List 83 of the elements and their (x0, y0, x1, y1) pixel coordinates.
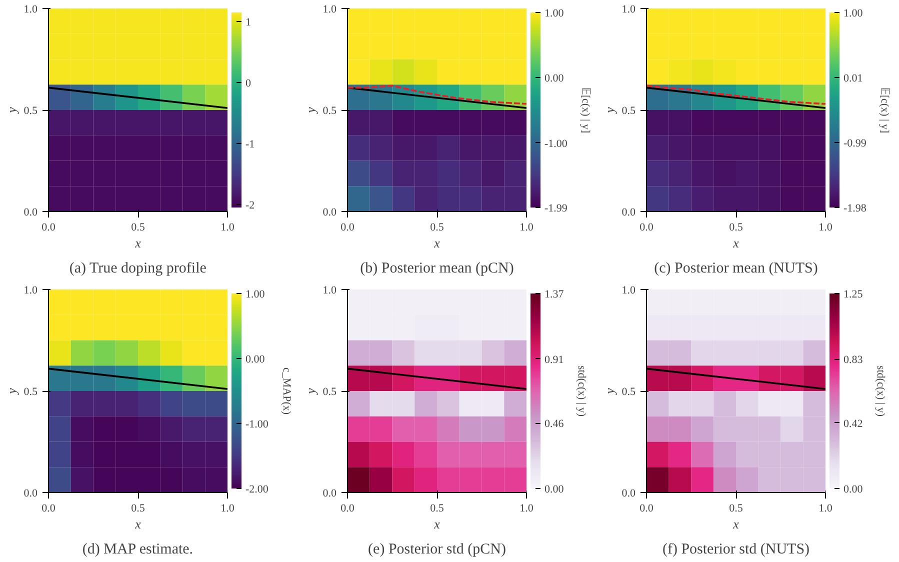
color-bar-label: -2 (246, 199, 255, 212)
y-axis-title: y (302, 106, 318, 115)
x-tick-label: 0.0 (42, 222, 56, 234)
x-tick-label: 0.5 (729, 502, 744, 514)
x-tick-label: 1.0 (818, 222, 833, 234)
y-tick-label: 1.0 (322, 4, 337, 16)
x-axis-title: x (732, 236, 740, 250)
x-axis-title: x (433, 516, 440, 532)
text: (c) Posterior mean (NUTS) (654, 260, 818, 276)
y-tick-label: 1.0 (24, 284, 38, 296)
color-bar-label: -1 (246, 138, 255, 151)
color-bar-label: -1.00 (544, 138, 568, 150)
text: (d) MAP estimate. (82, 542, 194, 558)
color-bar-label: 1.00 (246, 288, 266, 300)
x-tick-label: 0.0 (340, 222, 355, 234)
x-axis-title: x (134, 516, 142, 532)
y-tick-label: 1.0 (622, 4, 636, 16)
color-bar-label: 1.25 (844, 288, 864, 300)
color-bar-label: 0.00 (544, 72, 564, 85)
x-tick-label: 0.0 (340, 502, 355, 514)
x-tick-label: 0.5 (729, 222, 744, 234)
color-bar-label: 0 (246, 78, 252, 90)
color-bar-label: 0.83 (844, 354, 864, 366)
x-axis-title: x (732, 516, 740, 532)
color-bar-label: 0.00 (844, 484, 864, 496)
x-tick-label: 1.0 (520, 222, 534, 234)
x-tick-label: 0.0 (640, 502, 654, 514)
color-bar-title: c_MAP(x) (280, 367, 292, 415)
color-bar-label: 0.46 (544, 418, 564, 430)
color-bar-label: 0.01 (844, 72, 863, 84)
y-axis-title: y (602, 106, 617, 115)
y-tick-label: 0.5 (322, 105, 337, 117)
y-axis-title: y (302, 388, 318, 396)
color-bar-label: -1.98 (844, 202, 867, 214)
y-tick-label: 0.0 (24, 488, 38, 500)
x-axis-title: x (433, 236, 440, 250)
x-tick-label: 1.0 (520, 502, 534, 514)
y-tick-label: 0.5 (24, 386, 38, 398)
x-tick-label: 1.0 (220, 222, 235, 234)
color-bar-title: 𝔼[c(x) | y] (580, 86, 592, 134)
x-tick-label: 0.0 (640, 222, 654, 234)
y-tick-label: 1.0 (622, 284, 636, 296)
color-bar-label: -1.00 (246, 418, 269, 430)
y-tick-label: 0.5 (24, 105, 38, 117)
color-bar-title: std(c(x) | y) (874, 365, 886, 417)
x-tick-label: 1.0 (818, 502, 833, 514)
color-bar-label: 1.37 (544, 288, 564, 300)
text: (f) Posterior std (NUTS) (662, 542, 810, 558)
color-bar-label: 0.91 (544, 354, 564, 366)
x-tick-label: 0.5 (430, 502, 444, 514)
text: (b) Posterior mean (pCN) (360, 260, 514, 276)
color-bar-label: 0.42 (844, 418, 863, 430)
y-axis-title: y (602, 388, 617, 396)
y-tick-label: 0.5 (622, 386, 636, 398)
x-tick-label: 1.0 (220, 502, 235, 514)
text: (a) True doping profile (69, 260, 207, 276)
y-axis-title: y (4, 106, 19, 115)
color-bar-label: 1 (246, 16, 251, 29)
y-tick-label: 0.5 (322, 386, 337, 398)
color-bar-title: 𝔼[c(x) | y] (878, 86, 890, 134)
color-bar-label: 1.00 (844, 8, 864, 20)
y-tick-label: 0.0 (24, 206, 38, 218)
y-tick-label: 1.0 (322, 284, 337, 296)
x-tick-label: 0.5 (131, 502, 146, 514)
color-bar-label: -1.99 (544, 202, 568, 214)
y-axis-title: y (4, 388, 19, 396)
y-tick-label: 0.0 (622, 206, 636, 218)
y-tick-label: 0.0 (622, 488, 636, 500)
y-tick-label: 0.0 (322, 206, 337, 218)
color-bar-label: 1.00 (544, 8, 564, 20)
color-bar-label: 0.00 (544, 484, 564, 496)
y-tick-label: 1.0 (24, 4, 38, 16)
color-bar-label: -2.00 (246, 484, 269, 496)
y-tick-label: 0.0 (322, 488, 337, 500)
color-bar-title: std(c(x) | y) (576, 365, 588, 417)
x-axis-title: x (134, 236, 142, 250)
y-tick-label: 0.5 (622, 105, 636, 117)
x-tick-label: 0.5 (430, 222, 444, 234)
color-bar-label: -0.99 (844, 138, 867, 150)
color-bar-label: 0.00 (246, 354, 266, 366)
x-tick-label: 0.0 (42, 502, 56, 514)
x-tick-label: 0.5 (131, 222, 146, 234)
text: (e) Posterior std (pCN) (368, 542, 506, 558)
